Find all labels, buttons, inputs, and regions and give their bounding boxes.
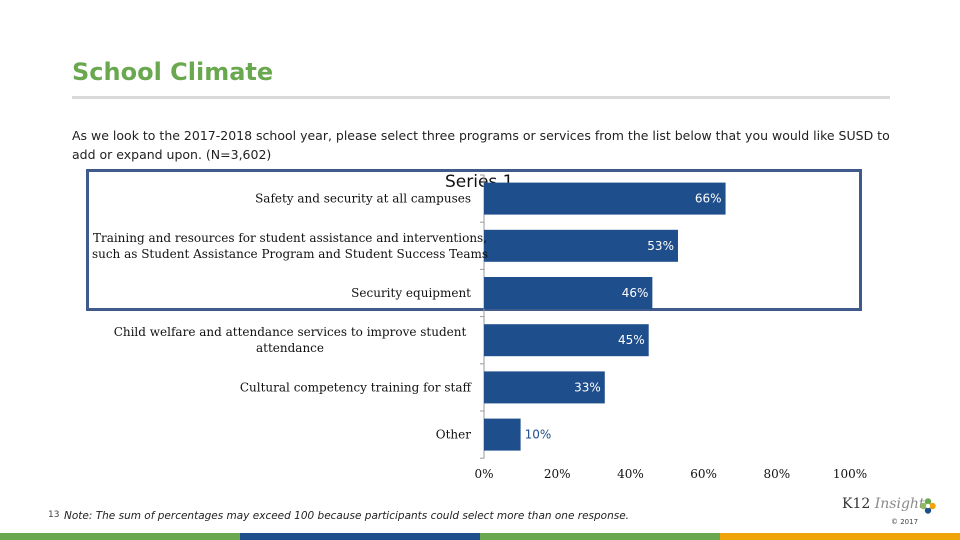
- logo-flower-icon: [920, 498, 936, 514]
- logo-text-k12: K12: [842, 496, 871, 512]
- copyright: © 2017: [891, 518, 919, 526]
- highlight-box: [86, 169, 862, 311]
- x-tick-label: 100%: [833, 467, 867, 481]
- survey-question: As we look to the 2017-2018 school year,…: [72, 128, 890, 162]
- k12-insight-logo: K12 Insight: [842, 496, 925, 512]
- category-label: Security equipment: [351, 286, 471, 300]
- data-label: 33%: [574, 380, 601, 394]
- bar: [484, 418, 521, 451]
- bar: [484, 182, 726, 215]
- page-number: 13: [48, 510, 60, 520]
- bottom-bar-segment: [0, 533, 240, 540]
- x-tick-label: 0%: [474, 467, 493, 481]
- x-tick-label: 60%: [690, 467, 717, 481]
- page-title: School Climate: [72, 58, 274, 86]
- x-tick-label: 40%: [617, 467, 644, 481]
- footnote: Note: The sum of percentages may exceed …: [64, 510, 630, 522]
- bottom-bar-segment: [480, 533, 720, 540]
- x-tick-label: 80%: [763, 467, 790, 481]
- bottom-bar-segment: [240, 533, 480, 540]
- category-label: Child welfare and attendance services to…: [114, 325, 467, 339]
- category-label: attendance: [256, 341, 324, 355]
- logo-text-insight: Insight: [874, 496, 925, 512]
- bar: [484, 229, 678, 262]
- data-label: 46%: [622, 286, 649, 300]
- bottom-color-bar: [0, 533, 960, 540]
- data-label: 45%: [618, 333, 645, 347]
- category-label: Safety and security at all campuses: [255, 192, 471, 206]
- bar: [484, 277, 653, 309]
- bar: [484, 324, 649, 357]
- bar: [484, 371, 605, 404]
- data-label: 10%: [525, 428, 552, 442]
- title-divider: [72, 96, 890, 99]
- category-label: Cultural competency training for staff: [240, 380, 473, 394]
- category-label: Other: [436, 428, 471, 442]
- data-label: 66%: [695, 192, 722, 206]
- x-tick-label: 20%: [544, 467, 571, 481]
- category-label: Training and resources for student assis…: [93, 231, 487, 245]
- bottom-bar-segment: [720, 533, 960, 540]
- data-label: 53%: [647, 239, 674, 253]
- category-label: such as Student Assistance Program and S…: [92, 247, 488, 261]
